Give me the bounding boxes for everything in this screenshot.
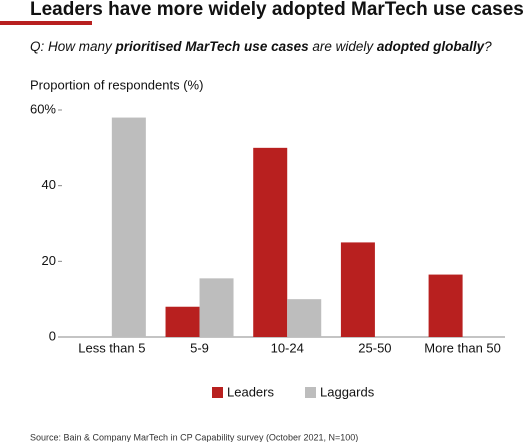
bar [287,299,322,337]
chart-title: Leaders have more widely adopted MarTech… [30,0,524,20]
bar [340,242,375,337]
bar [199,278,234,337]
bar [428,274,463,337]
y-axis-label: Proportion of respondents (%) [30,77,203,92]
legend-label: Laggards [320,384,375,399]
x-tick-label: 25-50 [358,340,391,355]
x-tick-label: More than 50 [424,340,501,355]
x-tick-label: Less than 5 [78,340,145,355]
y-tick-label: 40 [42,177,56,192]
x-tick-label: 10-24 [271,340,304,355]
x-tick-label: 5-9 [190,340,209,355]
chart-subtitle: Q: How many prioritised MarTech use case… [30,39,492,54]
y-tick-label: 60% [30,101,56,116]
bar [165,306,200,337]
subtitle-part: Q: How many [30,39,116,54]
title-underline [0,21,92,25]
y-tick-label: 0 [49,328,56,343]
subtitle-part: adopted globally [377,39,486,54]
source-note: Source: Bain & Company MarTech in CP Cap… [30,432,358,442]
bar [111,117,146,337]
legend-label: Leaders [227,384,274,399]
legend-swatch [305,387,316,398]
legend-swatch [212,387,223,398]
subtitle-part: are widely [309,39,377,54]
subtitle-part: ? [484,39,492,54]
subtitle-part: prioritised MarTech use cases [115,39,310,54]
y-tick-label: 20 [42,253,56,268]
bar [253,147,288,337]
